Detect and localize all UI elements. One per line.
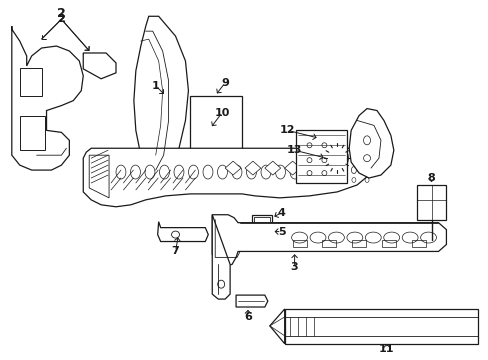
Bar (292, 239, 306, 247)
Bar (322, 239, 336, 247)
Text: 12: 12 (279, 125, 295, 135)
Polygon shape (269, 309, 284, 344)
Polygon shape (236, 295, 267, 307)
Text: 1: 1 (151, 81, 159, 91)
Text: 9: 9 (221, 78, 228, 88)
Polygon shape (284, 309, 477, 344)
Text: 2: 2 (58, 14, 65, 24)
Bar (253, 217, 269, 227)
Polygon shape (89, 155, 109, 198)
Ellipse shape (331, 152, 342, 165)
Polygon shape (224, 161, 241, 175)
Bar (20, 68, 41, 96)
Polygon shape (212, 215, 230, 299)
Polygon shape (12, 26, 83, 170)
Bar (381, 239, 395, 247)
Bar (253, 234, 269, 243)
Polygon shape (284, 161, 300, 175)
Polygon shape (251, 231, 271, 246)
Text: 4: 4 (277, 208, 285, 218)
Polygon shape (295, 130, 346, 183)
Polygon shape (264, 161, 280, 175)
Bar (20, 116, 44, 150)
Text: 5: 5 (277, 226, 285, 237)
Bar (351, 239, 366, 247)
Text: 2: 2 (58, 14, 65, 24)
Text: 6: 6 (244, 312, 251, 322)
Text: 10: 10 (214, 108, 229, 117)
Polygon shape (251, 215, 271, 229)
Polygon shape (83, 53, 116, 79)
Bar (202, 177, 216, 188)
Polygon shape (190, 96, 242, 172)
Polygon shape (200, 175, 218, 190)
Text: 3: 3 (290, 262, 298, 272)
Polygon shape (416, 185, 446, 220)
Bar (411, 239, 425, 247)
Polygon shape (244, 161, 260, 175)
Polygon shape (134, 16, 188, 175)
Text: 8: 8 (427, 173, 434, 183)
Text: 11: 11 (378, 344, 394, 354)
Polygon shape (212, 215, 446, 266)
Text: 13: 13 (286, 145, 302, 155)
Polygon shape (83, 148, 373, 207)
Ellipse shape (325, 145, 347, 171)
Text: 2: 2 (57, 7, 66, 20)
Polygon shape (157, 222, 208, 242)
Polygon shape (348, 109, 393, 178)
Text: 7: 7 (171, 247, 179, 256)
